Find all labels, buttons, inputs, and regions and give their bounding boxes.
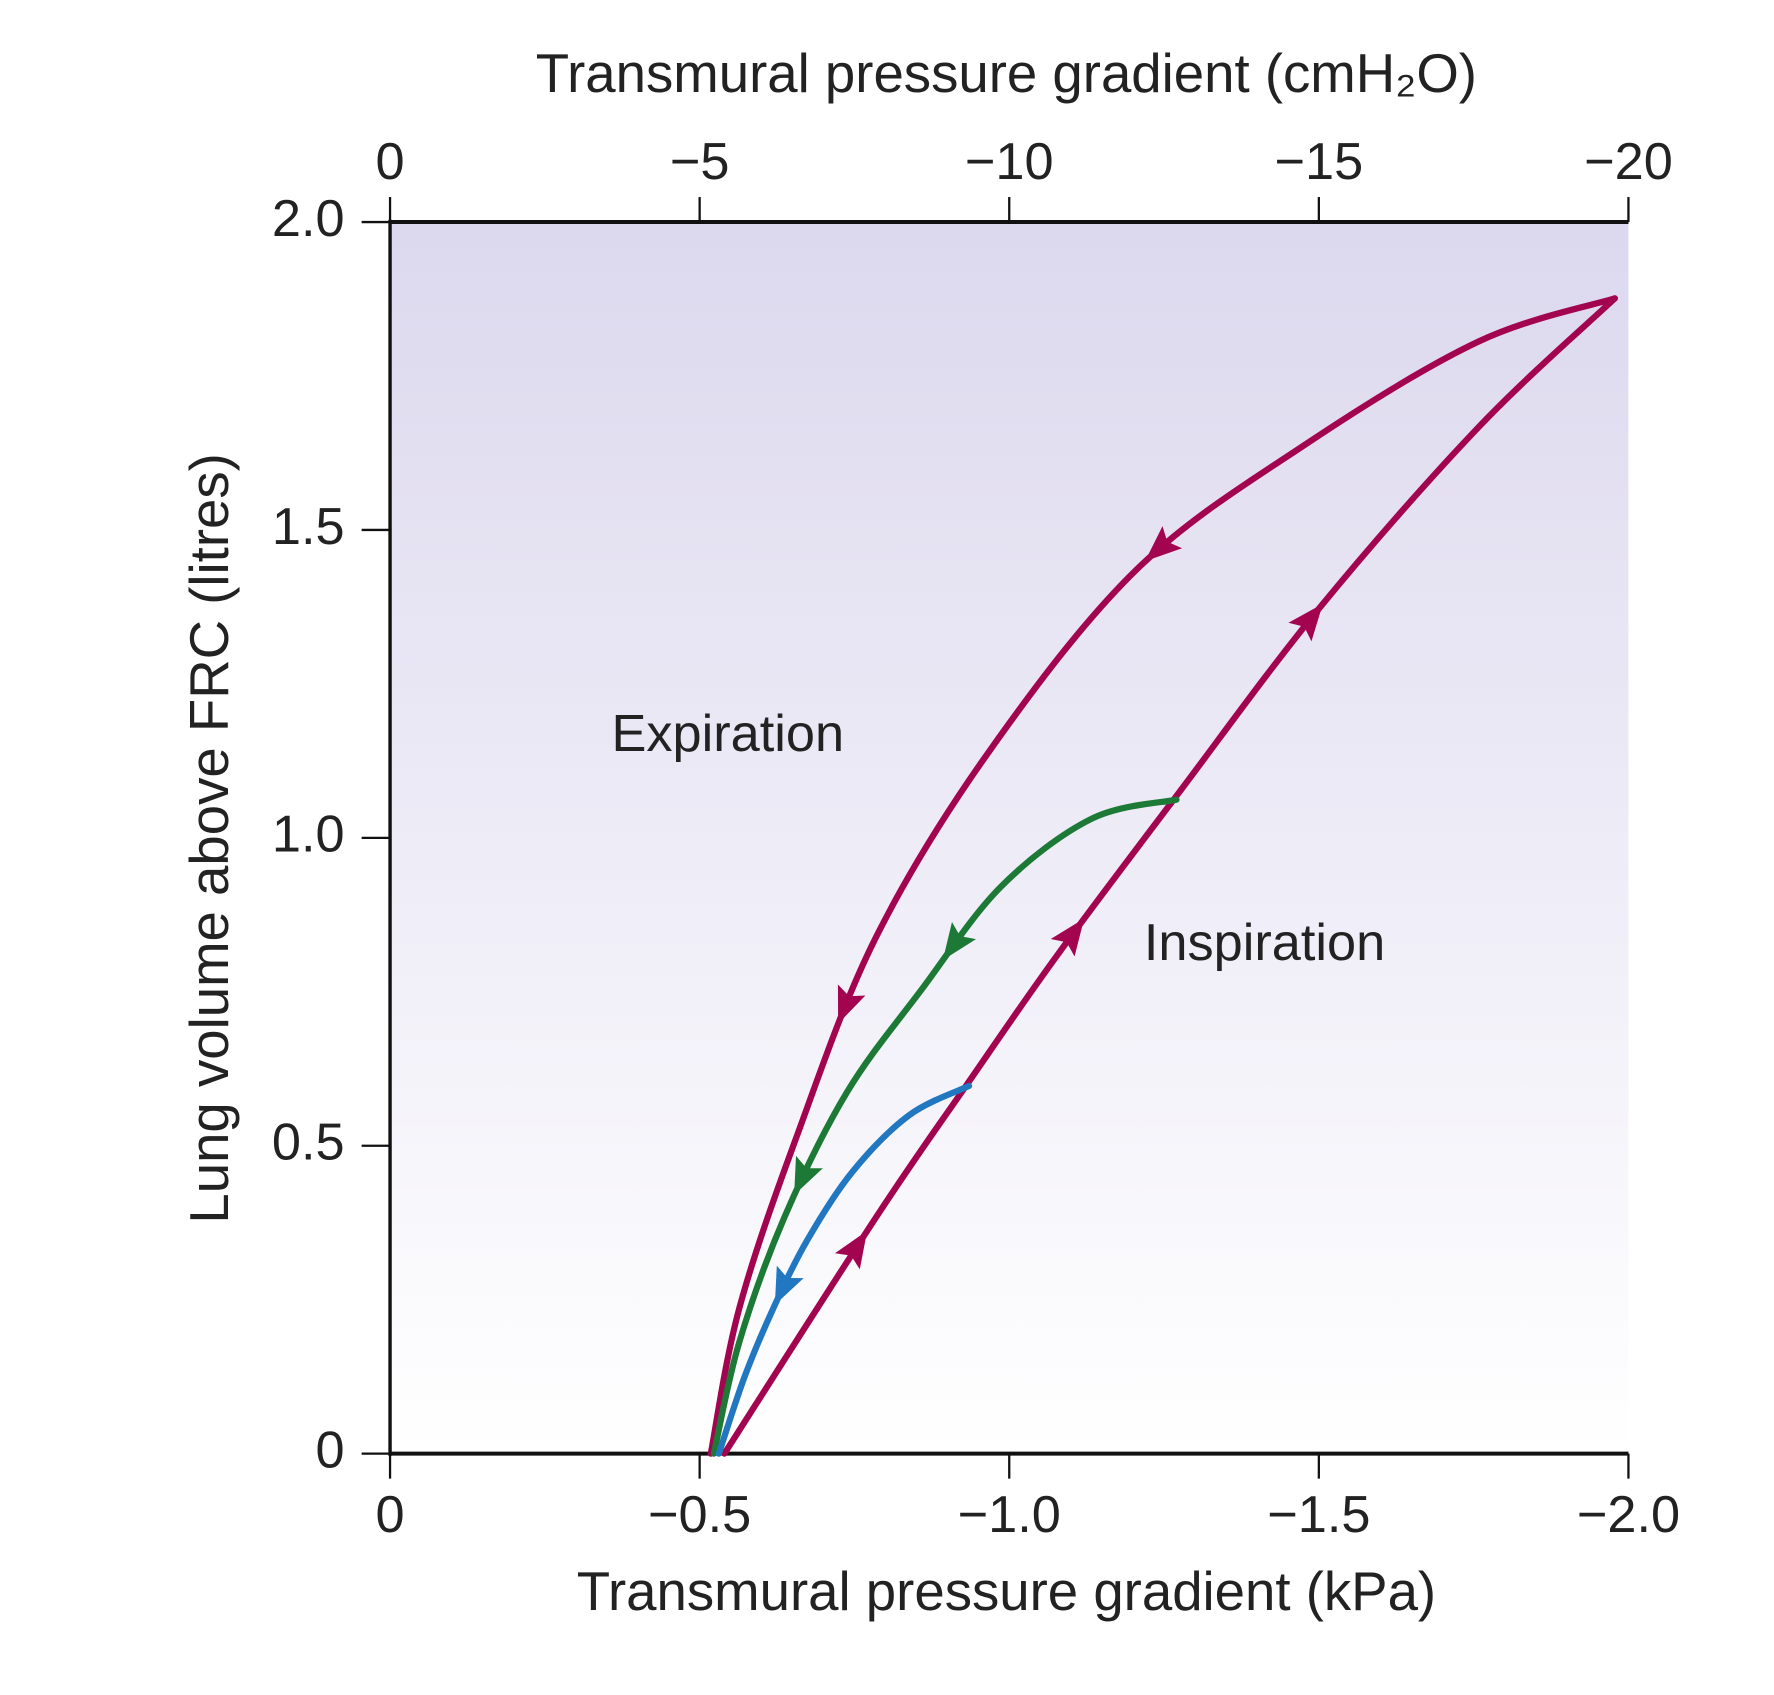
- direction-arrow: [774, 1265, 804, 1305]
- y-tick-label: 2.0: [272, 190, 345, 248]
- x-tick-label: 0: [376, 1486, 405, 1544]
- y-tick-label: 1.5: [272, 498, 345, 556]
- top-axis-title: Transmural pressure gradient (cmH₂O): [536, 43, 1477, 104]
- x-tick-label: −1.0: [958, 1486, 1061, 1544]
- x2-tick-label: −20: [1584, 133, 1673, 191]
- x2-tick-label: −10: [965, 133, 1054, 191]
- direction-arrow: [1145, 526, 1183, 562]
- x-tick-label: −0.5: [648, 1486, 751, 1544]
- y-tick-label: 0.5: [272, 1114, 345, 1172]
- plot-area: [390, 222, 1629, 1454]
- curve: [710, 796, 1180, 1457]
- x2-tick-label: −15: [1274, 133, 1363, 191]
- direction-arrow: [834, 1230, 868, 1270]
- direction-arrow: [1050, 918, 1085, 957]
- direction-arrow: [1288, 603, 1323, 642]
- x-axis-title: Transmural pressure gradient (kPa): [577, 1561, 1436, 1622]
- annotation: Inspiration: [1144, 914, 1385, 972]
- direction-arrow: [837, 984, 866, 1024]
- x2-tick-label: 0: [376, 133, 405, 191]
- x2-tick-label: −5: [670, 133, 730, 191]
- y-tick-label: 0: [315, 1421, 344, 1479]
- x-tick-label: −1.5: [1267, 1486, 1370, 1544]
- x-tick-label: −2.0: [1577, 1486, 1680, 1544]
- y-axis-title: Lung volume above FRC (litres): [179, 453, 240, 1223]
- curve: [715, 1082, 973, 1457]
- annotation: Expiration: [612, 705, 845, 763]
- direction-arrow: [942, 921, 977, 961]
- curve: [721, 295, 1618, 1457]
- curve: [707, 295, 1618, 1457]
- y-tick-label: 1.0: [272, 806, 345, 864]
- direction-arrow: [794, 1155, 823, 1196]
